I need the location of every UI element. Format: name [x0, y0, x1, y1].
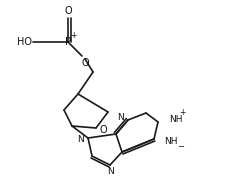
Text: N: N — [117, 113, 123, 121]
Text: NH: NH — [169, 115, 182, 124]
Text: O: O — [81, 58, 89, 68]
Text: HO: HO — [17, 37, 31, 47]
Text: NH: NH — [164, 137, 177, 145]
Text: P: P — [65, 37, 71, 47]
Text: +: + — [70, 31, 76, 39]
Text: N: N — [107, 168, 113, 177]
Text: +: + — [179, 108, 185, 116]
Text: N: N — [77, 135, 83, 145]
Text: O: O — [99, 125, 107, 135]
Text: −: − — [177, 142, 184, 152]
Text: O: O — [64, 6, 72, 16]
